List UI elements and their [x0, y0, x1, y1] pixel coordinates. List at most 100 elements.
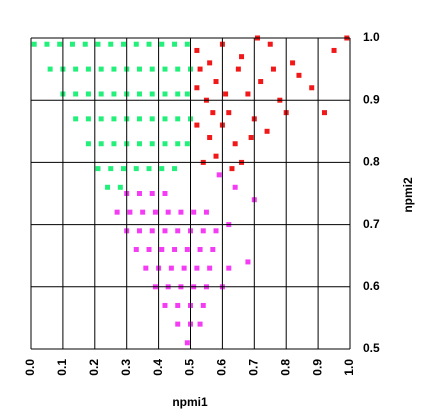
point [159, 246, 165, 252]
point [162, 191, 168, 196]
point [117, 184, 123, 190]
point [184, 41, 190, 47]
point [210, 110, 216, 116]
point [178, 209, 184, 215]
point [69, 41, 75, 47]
point [191, 209, 197, 215]
point [172, 246, 178, 252]
point [258, 79, 264, 85]
point [146, 166, 152, 172]
point [216, 172, 222, 178]
point [175, 228, 181, 234]
point [207, 135, 213, 141]
point [31, 41, 37, 47]
point [194, 85, 200, 91]
point [175, 321, 181, 327]
point [149, 116, 155, 122]
point [149, 91, 155, 97]
point [229, 166, 235, 172]
point [98, 116, 104, 122]
point [73, 91, 79, 97]
point [133, 246, 139, 252]
point [194, 47, 200, 53]
x-axis-label: npmi1 [172, 395, 208, 409]
point [149, 141, 155, 147]
point [264, 128, 270, 134]
point [136, 116, 142, 122]
point [149, 191, 155, 196]
point [159, 41, 165, 47]
point [111, 91, 117, 97]
point [57, 41, 63, 47]
point [162, 228, 168, 234]
point [175, 91, 181, 97]
point [165, 209, 171, 215]
x-tick-label: 1.0 [342, 359, 356, 376]
x-tick-label: 0.7 [246, 359, 260, 376]
point [121, 166, 127, 172]
point [98, 91, 104, 97]
point [47, 66, 53, 72]
point [108, 41, 114, 47]
point [232, 141, 238, 147]
point [321, 110, 327, 116]
point [136, 228, 142, 234]
point [149, 228, 155, 234]
point [203, 209, 209, 215]
point [162, 66, 168, 72]
point [248, 135, 254, 141]
point [200, 228, 206, 234]
point [172, 166, 178, 172]
point [111, 141, 117, 147]
x-tick-label: 0.1 [55, 359, 69, 376]
point [232, 184, 238, 190]
point [245, 91, 251, 97]
point [82, 41, 88, 47]
x-tick-label: 0.2 [87, 359, 101, 376]
point [85, 141, 91, 147]
point [143, 265, 149, 271]
x-tick-label: 0.9 [310, 359, 324, 376]
point [108, 166, 114, 172]
point [175, 66, 181, 72]
point [267, 41, 273, 47]
x-tick-label: 0.3 [119, 359, 133, 376]
point [162, 141, 168, 147]
y-tick-label: 1.0 [363, 30, 380, 44]
point [290, 60, 296, 66]
point [146, 246, 152, 252]
point [127, 209, 133, 215]
point [207, 265, 213, 271]
y-tick-label: 0.9 [363, 92, 380, 106]
point [133, 41, 139, 47]
point [152, 209, 158, 215]
point [197, 246, 203, 252]
point [168, 265, 174, 271]
point [200, 302, 206, 308]
y-tick-label: 0.8 [363, 155, 380, 169]
point [98, 141, 104, 147]
point [194, 122, 200, 128]
point [73, 66, 79, 72]
point [213, 153, 219, 159]
point [184, 340, 190, 346]
point [85, 116, 91, 122]
point [98, 66, 104, 72]
y-tick-label: 0.5 [363, 341, 380, 355]
point [95, 166, 101, 172]
point [197, 321, 203, 327]
point [121, 41, 127, 47]
x-tick-label: 0.6 [215, 359, 229, 376]
x-tick-label: 0.0 [23, 359, 37, 376]
point [146, 41, 152, 47]
point [175, 141, 181, 147]
point [172, 41, 178, 47]
point [226, 110, 232, 116]
point [111, 116, 117, 122]
point [207, 60, 213, 66]
point [184, 246, 190, 252]
point [162, 91, 168, 97]
point [175, 116, 181, 122]
point [270, 66, 276, 72]
point [111, 66, 117, 72]
